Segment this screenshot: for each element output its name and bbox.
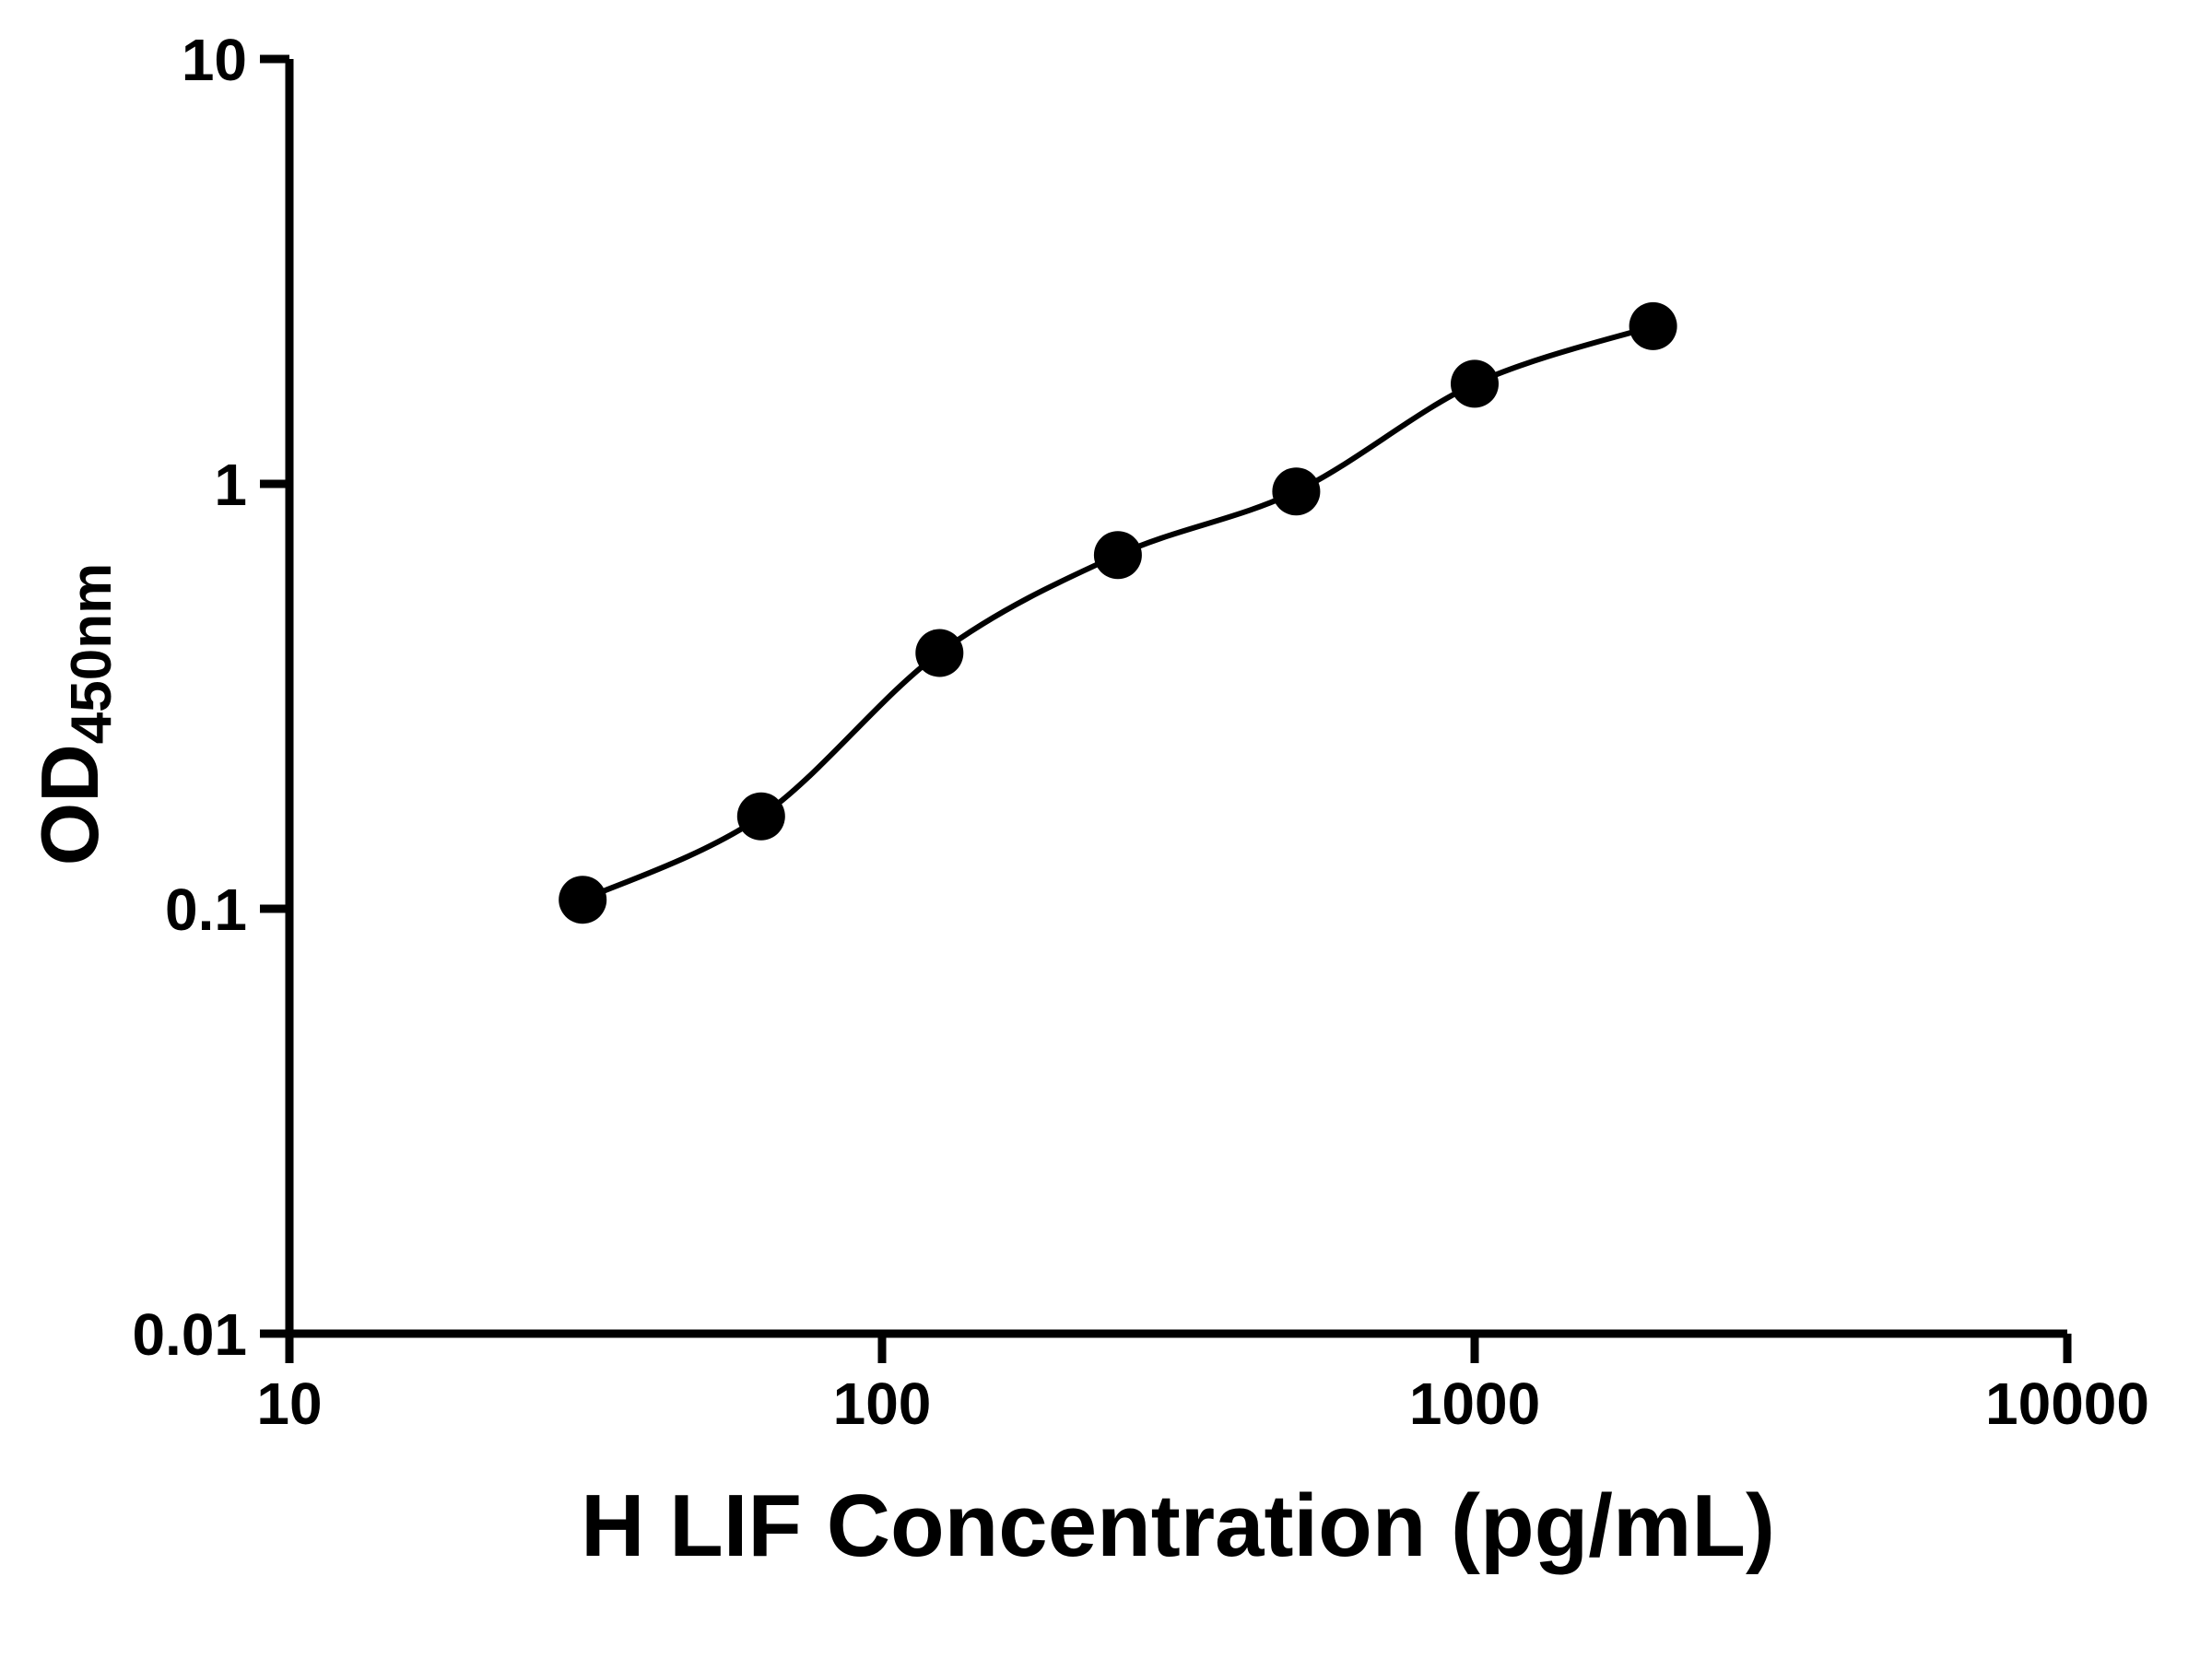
data-point <box>1272 467 1321 516</box>
data-point <box>1451 359 1499 408</box>
y-tick-label: 1 <box>214 452 247 518</box>
x-tick-label: 10000 <box>1985 1371 2149 1437</box>
data-point <box>559 876 607 924</box>
axis-lines <box>285 59 2067 1338</box>
x-axis-title: H LIF Concentration (pg/mL) <box>581 1477 1775 1575</box>
y-tick-labels: 10 1 0.1 0.01 <box>132 27 247 1368</box>
axis-ticks <box>260 54 2072 1363</box>
data-point <box>1093 531 1142 580</box>
data-point <box>915 629 964 677</box>
y-axis-title: OD450nm <box>24 563 124 865</box>
axes <box>285 59 2067 1338</box>
y-axis-title-main: OD <box>24 744 115 865</box>
data-points <box>559 301 1677 924</box>
data-point <box>736 792 785 841</box>
data-point <box>1629 301 1677 350</box>
x-tick-label: 10 <box>256 1371 322 1437</box>
y-tick-label: 0.1 <box>165 877 247 943</box>
x-tick-labels: 10 100 1000 10000 <box>256 1371 2149 1437</box>
x-tick-label: 1000 <box>1409 1371 1540 1437</box>
y-tick-label: 0.01 <box>132 1301 247 1368</box>
y-axis-title-subscript: 450nm <box>60 563 124 744</box>
x-tick-label: 100 <box>833 1371 932 1437</box>
y-tick-label: 10 <box>182 27 247 93</box>
